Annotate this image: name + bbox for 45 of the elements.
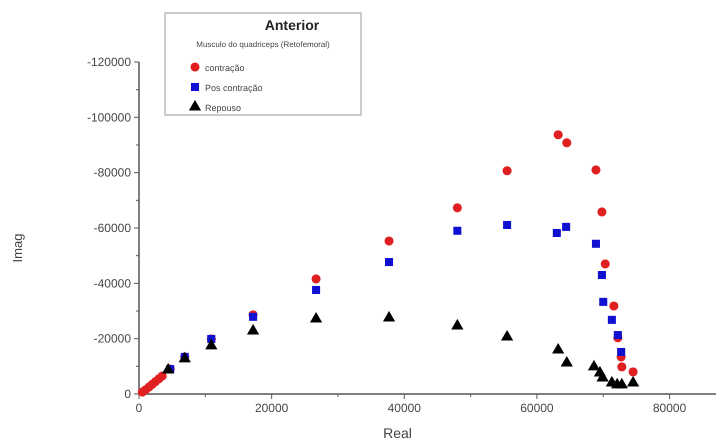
point <box>503 220 512 229</box>
point <box>628 367 638 376</box>
point <box>385 258 394 266</box>
point <box>598 271 606 280</box>
point <box>312 286 320 294</box>
point <box>552 228 561 238</box>
point <box>614 331 622 340</box>
x-tick-label: 40000 <box>388 401 422 415</box>
y-tick-label: 0 <box>124 387 132 401</box>
point <box>384 236 394 246</box>
legend-label: Pos contração <box>205 83 263 93</box>
point <box>592 240 600 248</box>
point <box>597 207 606 216</box>
y-tick-label: -100000 <box>86 110 132 124</box>
y-axis-title: Imag <box>10 234 25 262</box>
point <box>617 348 626 356</box>
point <box>502 166 512 176</box>
x-tick-label: 0 <box>136 401 143 415</box>
point <box>554 130 563 140</box>
point <box>609 301 618 311</box>
x-tick-label: 20000 <box>254 401 289 415</box>
legend-label: Repouso <box>205 103 242 113</box>
point <box>452 203 462 212</box>
legend-title: Anterior <box>264 17 320 33</box>
point <box>249 312 258 321</box>
legend-label: contração <box>205 63 245 73</box>
point <box>562 138 572 148</box>
y-tick-label: -40000 <box>94 276 132 290</box>
point <box>617 362 626 372</box>
y-tick-label: -20000 <box>94 332 132 346</box>
point <box>600 259 610 268</box>
x-axis-title: Real <box>383 425 412 441</box>
chart-subtitle: Musculo do quadriceps (Retofemoral) <box>196 40 330 49</box>
y-tick-label: -80000 <box>94 166 132 180</box>
point <box>453 226 462 235</box>
point <box>599 298 608 306</box>
point <box>591 165 600 174</box>
point <box>608 316 616 324</box>
point <box>562 222 570 231</box>
y-tick-label: -120000 <box>86 55 132 69</box>
y-tick-label: -60000 <box>94 221 132 235</box>
point <box>312 274 321 284</box>
x-tick-label: 60000 <box>520 401 554 415</box>
x-tick-label: 80000 <box>652 401 687 415</box>
point <box>158 371 167 381</box>
